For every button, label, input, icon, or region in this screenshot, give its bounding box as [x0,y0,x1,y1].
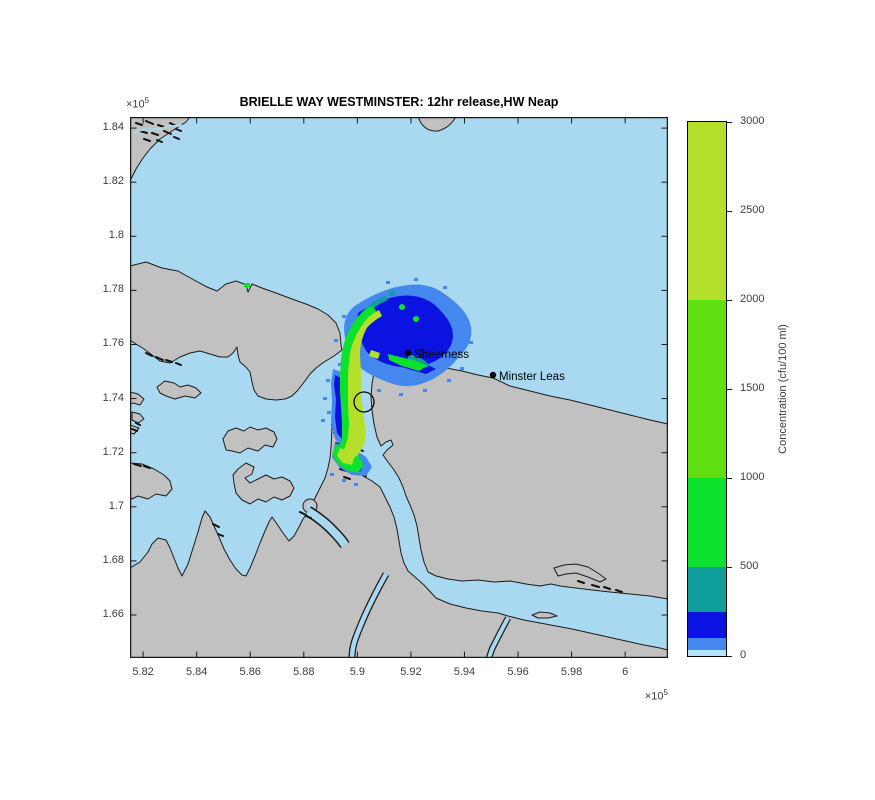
colorbar-tick-label: 2500 [740,204,765,216]
colorbar-tick-mark [727,566,732,568]
colorbar-band [688,567,726,612]
marsh-hoo [133,463,151,469]
x-tick-label: 5.96 [507,666,529,678]
island-boot [156,380,202,400]
colorbar-tick-mark [727,121,732,123]
headland-hoo [130,462,173,500]
island-swale [531,611,558,619]
colorbar-band [688,478,726,567]
colorbar-label: Concentration (cfu/100 ml) [777,324,789,454]
y-tick-label: 1.84 [102,121,124,134]
y-exponent-prefix: ×10 [126,98,145,111]
x-exponent-power: 5 [663,688,668,697]
marsh-essex [135,120,182,143]
colorbar-tick-label: 2000 [740,293,765,305]
land-kent-mainland [130,387,668,658]
y-tick-label: 1.68 [102,553,124,566]
marsh-swale-shore [131,422,623,593]
y-exponent-power: 5 [144,96,150,105]
minster-leas-dot [489,371,497,379]
plot-title: BRIELLE WAY WESTMINSTER: 12hr release,HW… [239,95,559,109]
y-tick-label: 1.66 [102,607,124,620]
colorbar-tick-label: 1500 [740,382,765,394]
x-tick-label: 5.94 [453,666,476,678]
x-exponent-prefix: ×10 [644,690,664,703]
sheerness-dot [404,349,412,357]
y-tick-label: 1.72 [102,445,124,458]
marsh-headlands [212,511,312,537]
colorbar-band [688,122,726,300]
creek-stangate [305,507,349,548]
y-axis-exponent: ×105 [126,96,149,111]
colorbar-band [688,638,726,650]
map-plot-area: Sheerness Minster Leas [130,117,668,658]
colorbar [687,121,727,657]
x-tick-label: 5.86 [239,666,261,678]
creek-south-east [487,617,510,658]
y-tick-label: 1.74 [102,391,124,404]
place-label-minster-leas: Minster Leas [499,371,565,383]
colorbar-tick-mark [727,299,732,301]
marsh-grain-coast [145,352,182,366]
y-tick-label: 1.82 [102,175,124,188]
x-tick-label: 5.84 [185,666,208,678]
x-tick-label: 5.92 [400,666,422,678]
y-tick-label: 1.78 [102,283,124,296]
colorbar-tick-label: 3000 [740,115,765,127]
x-tick-label: 6 [622,666,629,678]
colorbar-tick-label: 0 [740,649,747,661]
land-sheppey-island [367,344,668,600]
x-tick-label: 5.98 [560,666,583,678]
colorbar-tick-label: 1000 [740,471,765,483]
island-medway-north [222,426,278,454]
place-label-sheerness: Sheerness [414,349,469,361]
islet-west-b [131,411,145,424]
axes-box [130,117,668,658]
x-tick-label: 5.82 [132,666,154,678]
colorbar-band [688,611,726,639]
y-tick-label: 1.7 [108,499,124,512]
colorbar-band [688,649,726,656]
island-medway-center [232,462,295,505]
x-axis-exponent: ×105 [600,688,668,703]
x-tick-label: 5.88 [293,666,315,678]
colorbar-tick-mark [727,388,732,390]
y-tick-label: 1.8 [108,229,124,242]
colorbar-tick-mark [727,477,732,479]
spit-swale [553,563,607,583]
x-tick-label: 5.9 [349,666,365,678]
y-tick-label: 1.76 [102,337,124,350]
creek-south-west [349,572,388,658]
colorbar-band [688,300,726,478]
colorbar-tick-mark [727,210,732,212]
release-site-circle [353,391,375,413]
islet-west-a [130,391,145,406]
colorbar-tick-label: 500 [740,560,759,572]
plume-band-2000-3000 [337,310,382,465]
marsh-essex-creek [133,124,183,134]
land-southend-notch [417,117,457,132]
colorbar-tick-mark [727,655,732,657]
